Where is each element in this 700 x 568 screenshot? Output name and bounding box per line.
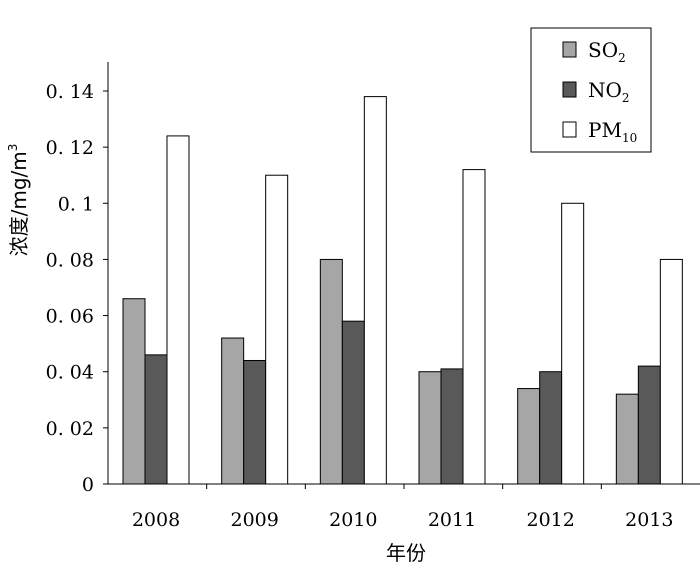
legend-swatch-so2 [562,41,577,58]
y-axis-title-text: 浓度/mg/m [7,151,31,256]
legend-label-pm10: PM10 [588,118,637,145]
y-tick-label: 0 [82,474,94,496]
bar-pm10-2009 [265,174,289,485]
bar-so2-2010 [319,258,343,485]
axes [103,62,700,489]
bar-so2-2012 [517,388,541,485]
bar-pm10-2013 [659,258,683,485]
bar-pm10-2008 [166,135,190,485]
y-tick-label: 0. 08 [46,249,94,271]
tick-labels: 0 0. 02 0. 04 0. 06 0. 08 0. 1 0. 12 0. 14 2008 2… [46,81,674,531]
bar-so2-2011 [418,371,442,485]
x-tick-label: 2009 [230,509,278,531]
bar-no2-2008 [144,354,168,485]
y-tick-label: 0. 1 [58,193,94,215]
y-axis-title: 浓度/mg/m3 [6,144,31,257]
bar-pm10-2010 [363,96,387,485]
legend-swatch-no2 [562,81,577,98]
legend-label-so2: SO2 [588,38,626,65]
bar-pm10-2011 [462,169,486,485]
x-tick-label: 2011 [428,509,476,531]
bar-so2-2009 [221,337,245,485]
bar-so2-2013 [615,393,639,485]
legend-swatch-pm10 [562,121,577,138]
y-axis-title-sup: 3 [6,144,20,152]
y-tick-label: 0. 14 [46,81,94,103]
bar-so2-2008 [122,298,146,485]
legend-box [530,27,652,153]
bar-no2-2010 [341,320,365,485]
x-tick-label: 2010 [329,509,377,531]
legend-label-no2: NO2 [588,78,630,105]
y-tick-label: 0. 02 [46,418,94,440]
bar-no2-2011 [440,368,464,485]
x-tick-label: 2008 [132,509,180,531]
x-axis-title: 年份 [386,541,426,565]
y-tick-label: 0. 06 [46,306,94,328]
bar-no2-2013 [637,365,661,485]
bar-no2-2012 [539,371,563,485]
bar-no2-2009 [243,359,267,485]
legend: SO2 NO2 PM10 [530,27,652,153]
y-tick-label: 0. 04 [46,362,94,384]
y-tick-label: 0. 12 [46,137,94,159]
x-tick-label: 2012 [526,509,574,531]
bar-pm10-2012 [561,202,585,485]
x-tick-label: 2013 [625,509,673,531]
bars [122,96,683,485]
